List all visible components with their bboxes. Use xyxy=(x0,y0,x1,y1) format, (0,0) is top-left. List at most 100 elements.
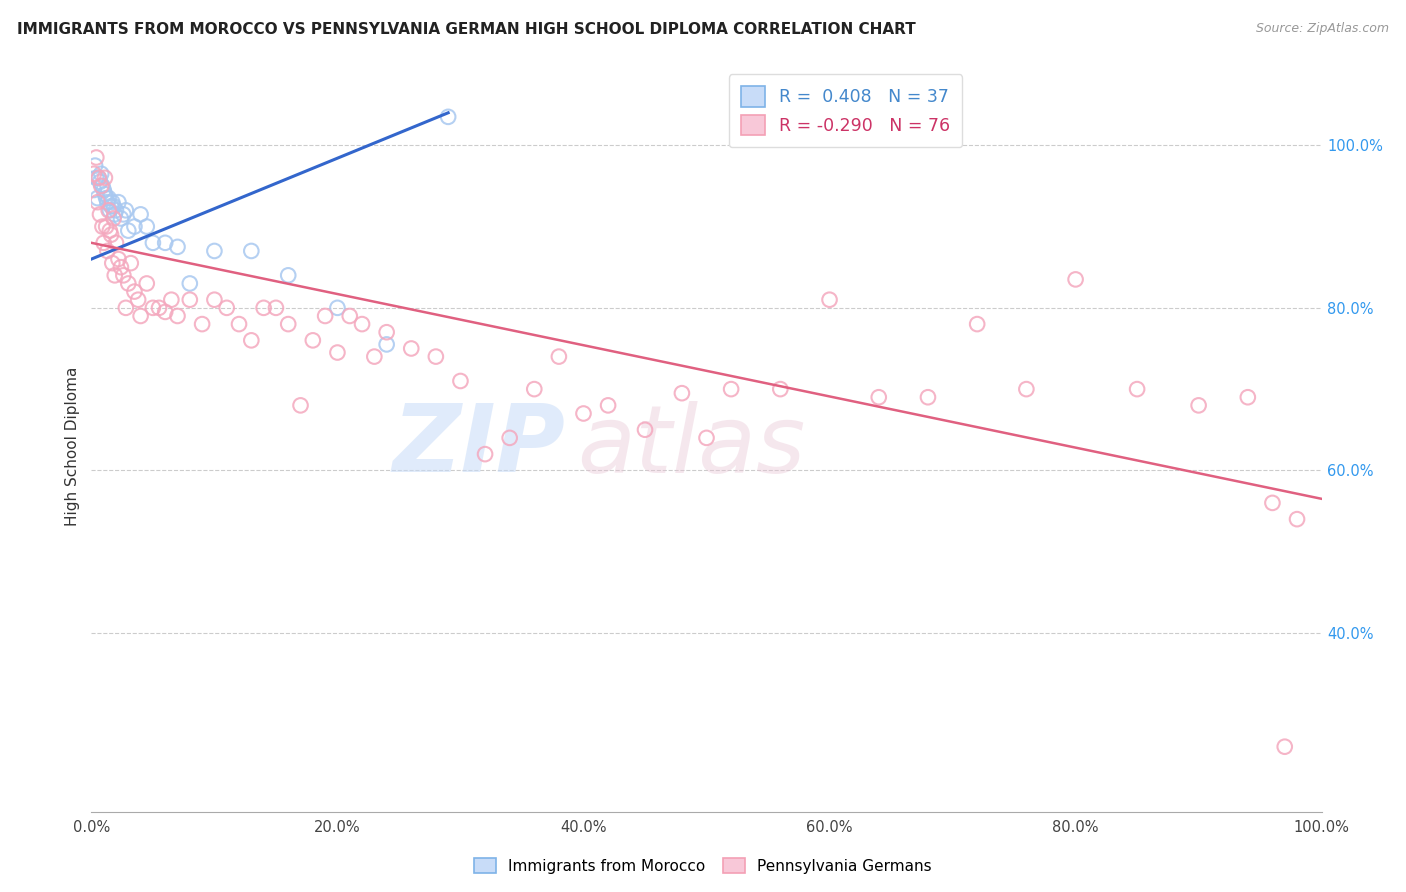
Point xyxy=(101,256,124,270)
Point xyxy=(86,151,108,165)
Point xyxy=(142,235,165,250)
Point xyxy=(301,334,323,348)
Point xyxy=(97,191,120,205)
Point xyxy=(153,305,177,319)
Point xyxy=(135,219,157,234)
Point xyxy=(399,342,422,356)
Point xyxy=(1261,496,1284,510)
Text: Source: ZipAtlas.com: Source: ZipAtlas.com xyxy=(1256,22,1389,36)
Point xyxy=(105,235,127,250)
Point xyxy=(339,309,361,323)
Point xyxy=(84,159,107,173)
Point xyxy=(90,178,112,193)
Point xyxy=(769,382,792,396)
Point xyxy=(100,227,122,242)
Point xyxy=(93,235,115,250)
Point xyxy=(326,345,349,359)
Point xyxy=(124,285,146,299)
Point xyxy=(110,260,132,275)
Point xyxy=(314,309,336,323)
Point xyxy=(98,224,121,238)
Point xyxy=(97,203,120,218)
Point xyxy=(91,178,114,193)
Point xyxy=(153,235,177,250)
Point xyxy=(634,423,657,437)
Point xyxy=(103,211,125,226)
Point xyxy=(868,390,890,404)
Point xyxy=(671,386,693,401)
Point xyxy=(277,317,299,331)
Point xyxy=(98,203,121,218)
Legend: Immigrants from Morocco, Pennsylvania Germans: Immigrants from Morocco, Pennsylvania Ge… xyxy=(468,852,938,880)
Point xyxy=(1285,512,1308,526)
Point xyxy=(96,191,117,205)
Point xyxy=(917,390,939,404)
Point xyxy=(107,252,129,266)
Point xyxy=(240,334,263,348)
Point xyxy=(107,195,129,210)
Point xyxy=(1015,382,1038,396)
Point xyxy=(437,110,460,124)
Point xyxy=(117,224,139,238)
Text: IMMIGRANTS FROM MOROCCO VS PENNSYLVANIA GERMAN HIGH SCHOOL DIPLOMA CORRELATION C: IMMIGRANTS FROM MOROCCO VS PENNSYLVANIA … xyxy=(17,22,915,37)
Y-axis label: High School Diploma: High School Diploma xyxy=(65,367,80,525)
Point xyxy=(202,244,225,258)
Point xyxy=(166,240,188,254)
Point xyxy=(91,219,114,234)
Point xyxy=(179,277,201,291)
Point xyxy=(1064,272,1087,286)
Point xyxy=(114,203,138,218)
Point xyxy=(695,431,717,445)
Point xyxy=(104,207,127,221)
Point xyxy=(96,244,118,258)
Point xyxy=(363,350,385,364)
Point xyxy=(290,398,312,412)
Point xyxy=(966,317,988,331)
Legend: R =  0.408   N = 37, R = -0.290   N = 76: R = 0.408 N = 37, R = -0.290 N = 76 xyxy=(728,74,962,147)
Point xyxy=(90,167,112,181)
Point xyxy=(1274,739,1296,754)
Point xyxy=(596,398,619,412)
Point xyxy=(215,301,238,315)
Point xyxy=(89,175,111,189)
Point xyxy=(83,183,105,197)
Point xyxy=(572,407,595,421)
Point xyxy=(87,170,110,185)
Point xyxy=(166,309,188,323)
Point xyxy=(96,219,117,234)
Point xyxy=(86,170,108,185)
Point xyxy=(112,268,135,283)
Point xyxy=(104,268,127,283)
Point xyxy=(96,195,118,210)
Point xyxy=(100,199,122,213)
Point xyxy=(135,277,157,291)
Point xyxy=(547,350,569,364)
Point xyxy=(89,207,111,221)
Point xyxy=(120,256,142,270)
Point xyxy=(179,293,201,307)
Point xyxy=(112,207,135,221)
Point xyxy=(523,382,546,396)
Point xyxy=(425,350,447,364)
Point xyxy=(105,203,127,218)
Point xyxy=(124,219,146,234)
Point xyxy=(474,447,496,461)
Point xyxy=(117,277,139,291)
Point xyxy=(1126,382,1149,396)
Point xyxy=(86,191,108,205)
Point xyxy=(142,301,165,315)
Point xyxy=(326,301,349,315)
Point xyxy=(87,170,110,185)
Point xyxy=(94,170,117,185)
Point xyxy=(449,374,471,388)
Point xyxy=(129,309,152,323)
Point xyxy=(83,167,105,181)
Point xyxy=(94,187,117,202)
Point xyxy=(202,293,225,307)
Point xyxy=(114,301,138,315)
Point xyxy=(93,183,115,197)
Point xyxy=(264,301,287,315)
Point xyxy=(240,244,263,258)
Point xyxy=(1187,398,1209,412)
Point xyxy=(103,199,125,213)
